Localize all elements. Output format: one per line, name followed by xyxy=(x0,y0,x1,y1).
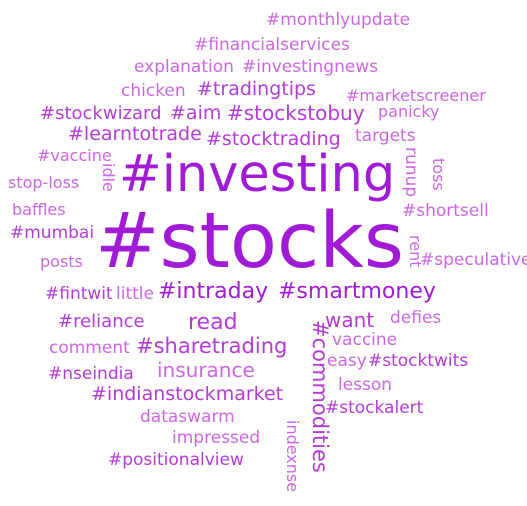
word: indexnse xyxy=(283,420,302,493)
word: targets xyxy=(355,126,416,146)
word: #shortsell xyxy=(402,201,489,221)
word: #indianstockmarket xyxy=(91,383,284,405)
word: baffles xyxy=(12,200,66,219)
word: idle xyxy=(99,163,118,192)
word: #stockalert xyxy=(325,398,424,418)
word-stocks: #stocks xyxy=(95,197,404,286)
word: #monthlyupdate xyxy=(266,10,411,30)
word: #investingnews xyxy=(242,57,379,77)
word: want xyxy=(325,308,375,332)
word: defies xyxy=(390,308,442,328)
word: easy xyxy=(327,351,367,371)
word: #aim xyxy=(170,102,222,124)
word-commodities: #commodities xyxy=(308,320,332,473)
word-smartmoney: #smartmoney xyxy=(278,279,436,304)
word: #fintwit xyxy=(45,284,113,304)
word: read xyxy=(188,310,238,335)
word: #nseindia xyxy=(48,364,134,384)
word: #stockstobuy xyxy=(227,101,365,125)
word: insurance xyxy=(157,358,255,382)
word: #marketscreener xyxy=(346,86,486,105)
word: comment xyxy=(49,338,130,358)
word: chicken xyxy=(121,81,186,101)
word: runup xyxy=(401,147,421,198)
word: #stockwizard xyxy=(40,103,162,124)
word-intraday: #intraday xyxy=(158,279,269,304)
word: lesson xyxy=(338,375,393,395)
word: #tradingtips xyxy=(197,78,316,100)
word: little xyxy=(116,284,154,304)
word: #vaccine xyxy=(37,146,112,165)
word: posts xyxy=(40,252,83,271)
word: #mumbai xyxy=(10,223,95,243)
word: #reliance xyxy=(58,311,145,332)
word: #learntotrade xyxy=(68,123,202,145)
word: #speculative xyxy=(420,250,527,270)
word-investing: #investing xyxy=(119,145,396,204)
word: #sharetrading xyxy=(136,334,288,358)
word: #positionalview xyxy=(108,450,244,470)
word: panicky xyxy=(378,102,440,121)
word: impressed xyxy=(172,428,261,448)
word: #financialservices xyxy=(194,35,350,55)
word: stop-loss xyxy=(8,173,80,192)
word: #stocktwits xyxy=(368,351,469,371)
word: dataswarm xyxy=(140,407,235,427)
word: #stocktrading xyxy=(206,128,341,150)
word: vaccine xyxy=(332,330,398,350)
word: toss xyxy=(429,158,448,191)
word: explanation xyxy=(134,57,234,77)
